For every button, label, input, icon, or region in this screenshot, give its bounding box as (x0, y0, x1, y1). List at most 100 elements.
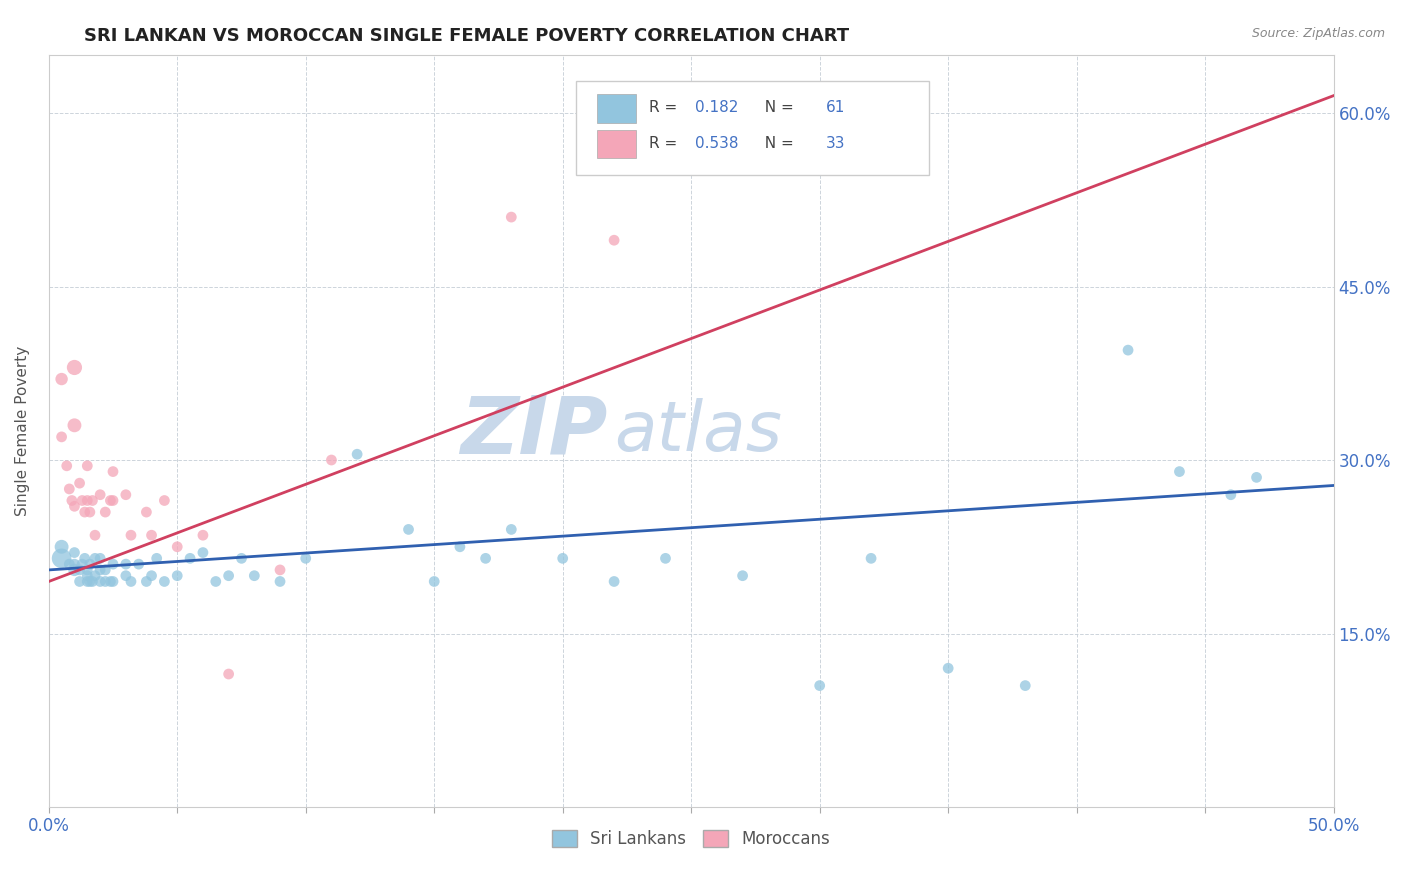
Point (76, 568, 98, 582)
Point (141, 528, 163, 542)
Point (84, 551, 107, 566)
Point (135, 505, 157, 519)
Point (100, 574, 122, 589)
Point (191, 528, 214, 542)
Point (135, 574, 157, 589)
Point (145, 551, 167, 566)
Point (55, 458, 77, 473)
Point (398, 523, 420, 537)
Point (69, 563, 91, 577)
Point (60, 493, 83, 508)
Point (269, 563, 291, 577)
Point (79, 574, 101, 589)
Point (115, 568, 138, 582)
Point (69, 574, 91, 589)
Point (115, 557, 138, 571)
Point (423, 574, 446, 589)
Point (79, 505, 101, 519)
Point (69, 476, 91, 491)
Point (63, 563, 86, 577)
Text: R =: R = (648, 100, 682, 115)
Point (101, 557, 124, 571)
Text: N =: N = (755, 100, 799, 115)
Point (89, 551, 111, 566)
Point (321, 453, 343, 467)
Point (63, 418, 86, 433)
Point (860, 551, 883, 566)
Point (58, 557, 80, 571)
Text: Source: ZipAtlas.com: Source: ZipAtlas.com (1251, 27, 1385, 40)
Point (51, 540, 73, 554)
Point (73, 551, 96, 566)
Point (84, 528, 107, 542)
FancyBboxPatch shape (598, 129, 636, 158)
Point (218, 667, 240, 681)
Point (63, 500, 86, 514)
Point (474, 551, 496, 566)
Point (63, 360, 86, 375)
Point (1168, 465, 1191, 479)
Point (94, 505, 117, 519)
Point (153, 493, 176, 508)
Text: 61: 61 (827, 100, 845, 115)
Point (603, 574, 626, 589)
Point (153, 574, 176, 589)
Point (166, 540, 188, 554)
Point (63, 545, 86, 559)
Point (731, 568, 754, 582)
Point (82, 493, 104, 508)
FancyBboxPatch shape (598, 95, 636, 123)
Point (101, 493, 124, 508)
Text: SRI LANKAN VS MOROCCAN SINGLE FEMALE POVERTY CORRELATION CHART: SRI LANKAN VS MOROCCAN SINGLE FEMALE POV… (84, 27, 849, 45)
Point (89, 574, 111, 589)
Point (120, 574, 142, 589)
Point (808, 679, 831, 693)
Point (243, 568, 266, 582)
Point (449, 540, 471, 554)
Point (73, 505, 96, 519)
Point (82, 574, 104, 589)
Point (166, 568, 188, 582)
Point (94, 563, 117, 577)
Text: R =: R = (648, 136, 682, 151)
Point (204, 574, 226, 589)
Point (141, 568, 163, 582)
Point (294, 551, 316, 566)
Point (70, 493, 93, 508)
Point (89, 488, 111, 502)
Point (84, 568, 107, 582)
Point (76, 458, 98, 473)
Point (1116, 343, 1139, 358)
Point (179, 551, 201, 566)
Point (120, 528, 142, 542)
Text: atlas: atlas (614, 398, 782, 465)
Point (51, 372, 73, 386)
Text: N =: N = (755, 136, 799, 151)
Point (76, 493, 98, 508)
Point (128, 557, 150, 571)
Point (76, 563, 98, 577)
Point (346, 447, 368, 461)
Point (218, 568, 240, 582)
Point (94, 574, 117, 589)
Point (115, 488, 138, 502)
Point (79, 557, 101, 571)
Point (101, 465, 124, 479)
Point (51, 551, 73, 566)
Point (70, 557, 93, 571)
Point (501, 210, 523, 224)
Point (191, 545, 214, 559)
FancyBboxPatch shape (575, 81, 929, 176)
Point (603, 233, 626, 247)
Point (231, 551, 253, 566)
Point (51, 430, 73, 444)
Point (89, 563, 111, 577)
Point (1014, 679, 1036, 693)
Point (101, 574, 124, 589)
Point (1219, 488, 1241, 502)
Point (1246, 470, 1268, 484)
Point (63, 557, 86, 571)
Point (936, 661, 959, 675)
Text: 33: 33 (827, 136, 845, 151)
Point (654, 551, 676, 566)
